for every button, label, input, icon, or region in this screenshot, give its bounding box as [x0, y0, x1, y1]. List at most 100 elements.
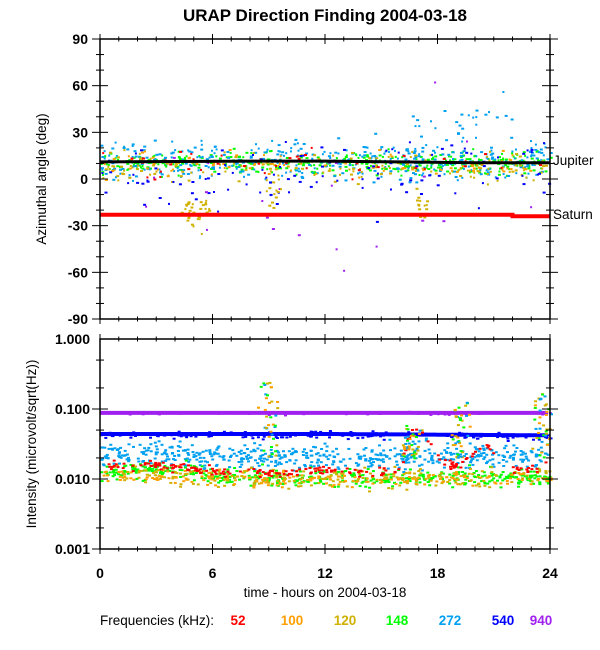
burst-point-148khz	[273, 424, 277, 427]
intensity-point-148khz	[248, 478, 252, 481]
intensity-point-540khz	[506, 440, 510, 442]
burst-point-120khz	[464, 404, 468, 407]
intensity-point-100khz	[350, 486, 354, 489]
intensity-tick-label: 0.100	[55, 401, 90, 417]
intensity-point-52khz	[224, 475, 228, 478]
intensity-point-272khz	[301, 450, 305, 453]
intensity-point-120khz	[153, 470, 157, 473]
azimuth-point-148khz	[250, 168, 254, 171]
azimuth-point-272khz	[422, 172, 425, 175]
intensity-point-100khz	[282, 474, 286, 477]
intensity-point-120khz	[295, 475, 299, 478]
intensity-point-148khz	[189, 472, 193, 475]
burst-point-120khz	[451, 444, 455, 447]
intensity-point-272khz	[103, 446, 107, 449]
intensity-point-148khz	[121, 470, 125, 473]
azimuth-point-540khz	[542, 191, 546, 194]
intensity-point-100khz	[103, 471, 107, 474]
azimuth-point-52khz	[200, 168, 202, 171]
azimuth-point-148khz	[285, 157, 289, 159]
azimuth-point-148khz	[512, 155, 515, 158]
intensity-point-148khz	[464, 482, 468, 485]
intensity-point-100khz	[155, 476, 159, 479]
intensity-point-52khz	[258, 469, 262, 471]
intensity-point-52khz	[404, 449, 408, 452]
intensity-point-120khz	[461, 482, 465, 485]
azimuth-point-272khz	[432, 149, 435, 152]
jupiter-label: Jupiter	[553, 153, 594, 168]
intensity-point-148khz	[213, 475, 216, 478]
azimuth-point-272khz	[371, 155, 374, 158]
intensity-point-120khz	[357, 472, 361, 475]
azimuth-point-272khz	[459, 154, 462, 157]
intensity-point-272khz	[409, 452, 413, 455]
intensity-point-100khz	[471, 484, 475, 487]
burst-point-120khz	[416, 445, 420, 448]
intensity-point-120khz	[169, 481, 173, 484]
time-tick-label: 18	[430, 565, 446, 581]
azimuth-point-272khz	[264, 178, 267, 181]
intensity-point-120khz	[261, 480, 265, 483]
intensity-point-272khz	[245, 455, 248, 458]
intensity-point-120khz	[217, 472, 221, 475]
azimuth-point-148khz	[250, 152, 253, 155]
intensity-point-272khz	[445, 458, 449, 461]
intensity-point-52khz	[320, 469, 324, 472]
intensity-point-52khz	[265, 472, 269, 475]
intensity-point-148khz	[351, 474, 355, 477]
intensity-point-52khz	[200, 471, 204, 474]
intensity-point-148khz	[428, 484, 432, 487]
saturn-reference-line	[100, 212, 550, 219]
intensity-point-272khz	[388, 438, 392, 441]
intensity-point-52khz	[172, 466, 175, 469]
intensity-point-148khz	[258, 472, 262, 475]
azimuth-point-120khz	[196, 218, 199, 221]
azimuth-point-120khz	[439, 168, 441, 171]
azimuth-point-272khz	[196, 156, 199, 159]
azimuth-point-540khz	[309, 185, 313, 188]
azimuth-y-axis-label: Azimuthal angle (deg)	[34, 113, 49, 244]
azimuth-point-540khz	[321, 165, 324, 168]
intensity-point-272khz	[121, 454, 125, 457]
azimuth-point-540khz	[521, 174, 524, 177]
azimuth-point-272khz	[262, 157, 266, 160]
azimuth-point-148khz	[394, 168, 398, 171]
burst-point-120khz	[544, 432, 548, 435]
intensity-point-100khz	[117, 471, 121, 473]
intensity-point-148khz	[322, 470, 326, 473]
azimuth-point-148khz	[502, 158, 505, 161]
azimuth-point-120khz	[506, 167, 509, 170]
azimuth-point-120khz	[265, 179, 268, 182]
azimuth-point-148khz	[185, 155, 188, 158]
intensity-point-272khz	[522, 458, 525, 461]
burst-point-148khz	[410, 444, 414, 447]
azimuth-point-272khz	[414, 147, 417, 150]
azimuth-point-52khz	[402, 154, 406, 157]
burst-point-148khz	[541, 393, 545, 396]
azimuth-point-148khz	[439, 166, 443, 169]
azimuth-point-272khz	[249, 155, 253, 158]
azimuth-point-272khz	[347, 158, 350, 161]
intensity-point-120khz	[454, 474, 458, 477]
intensity-point-148khz	[100, 480, 104, 483]
azimuth-point-940khz	[530, 206, 533, 209]
intensity-point-272khz	[471, 463, 475, 466]
intensity-point-272khz	[442, 466, 446, 469]
intensity-point-272khz	[149, 450, 153, 453]
intensity-point-148khz	[498, 475, 502, 478]
azimuth-point-540khz	[217, 210, 220, 213]
azimuth-point-272khz	[103, 150, 106, 153]
azimuth-point-272khz	[414, 125, 417, 128]
intensity-point-272khz	[521, 451, 525, 454]
azimuth-point-272khz	[301, 172, 304, 174]
azimuth-point-272khz	[461, 127, 465, 130]
intensity-point-272khz	[237, 451, 241, 453]
intensity-point-540khz	[511, 436, 515, 439]
azimuth-point-272khz	[396, 167, 400, 170]
azimuth-point-120khz	[117, 179, 120, 182]
intensity-point-52khz	[313, 467, 317, 470]
azimuth-point-148khz	[504, 164, 508, 167]
azimuth-point-148khz	[373, 162, 376, 165]
intensity-point-272khz	[215, 463, 219, 466]
azimuth-point-272khz	[311, 157, 314, 160]
